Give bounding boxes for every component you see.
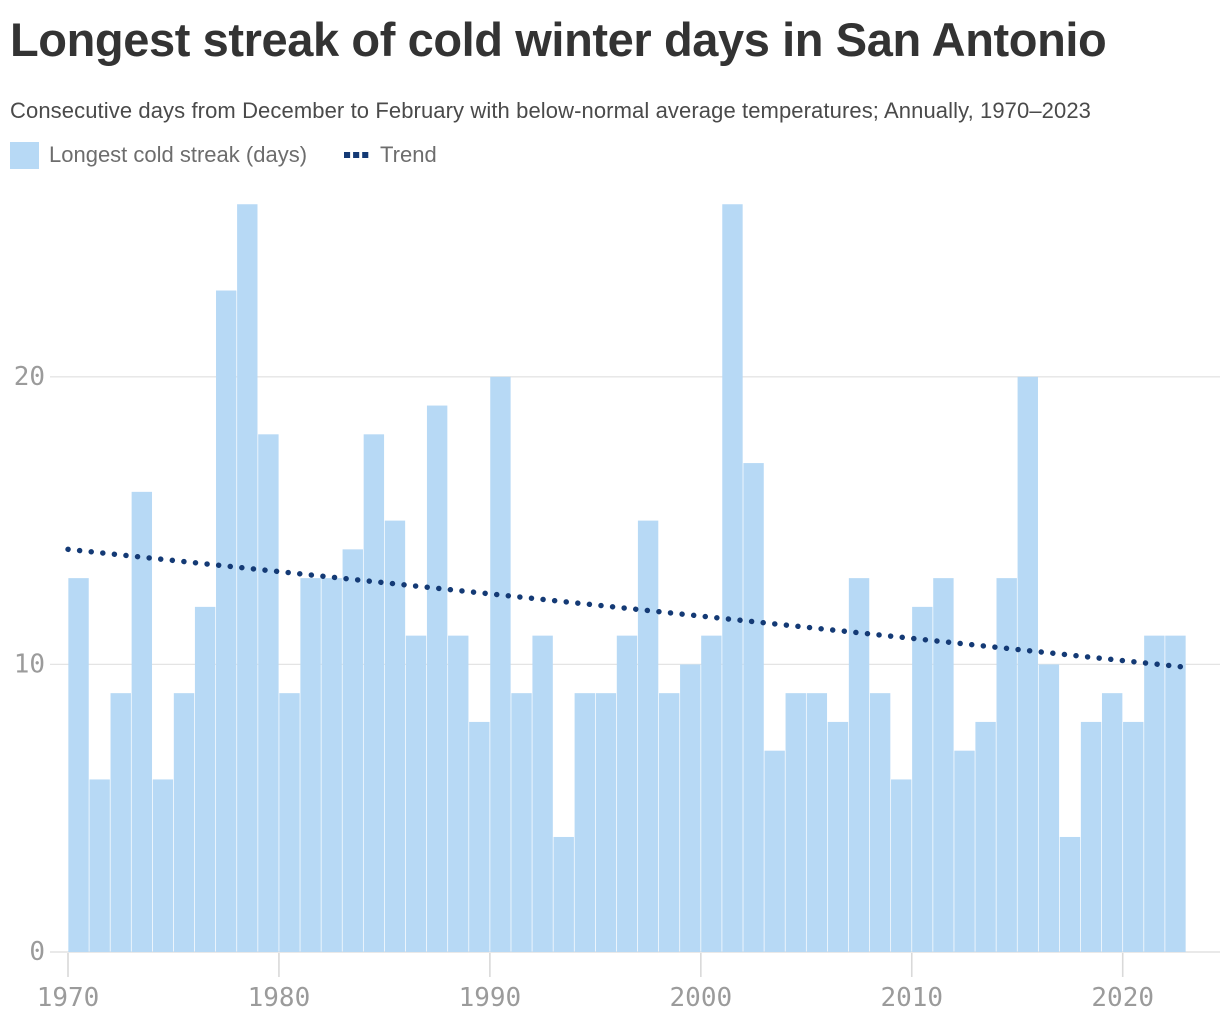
x-tick-label: 2020: [1091, 983, 1154, 1013]
legend: Longest cold streak (days) Trend: [10, 141, 1210, 169]
bar[interactable]: [848, 578, 870, 952]
bar[interactable]: [637, 520, 659, 952]
bar[interactable]: [701, 635, 722, 952]
bar[interactable]: [680, 664, 701, 952]
bar[interactable]: [1101, 693, 1123, 952]
bar[interactable]: [616, 635, 638, 952]
bar[interactable]: [511, 693, 532, 952]
y-tick-label: 20: [14, 362, 45, 392]
bar[interactable]: [426, 405, 448, 952]
bar[interactable]: [131, 491, 153, 952]
bar[interactable]: [258, 434, 279, 952]
bar[interactable]: [975, 721, 996, 952]
bar[interactable]: [933, 578, 954, 952]
x-tick-label: 2010: [880, 983, 943, 1013]
bar[interactable]: [785, 693, 806, 952]
bar[interactable]: [1080, 721, 1102, 952]
y-tick-label: 0: [29, 937, 45, 967]
bar[interactable]: [806, 693, 828, 952]
bar[interactable]: [954, 750, 975, 952]
bar[interactable]: [68, 578, 89, 952]
x-tick-label: 2000: [670, 983, 733, 1013]
legend-item-trend: Trend: [343, 142, 437, 168]
y-tick-label: 10: [14, 649, 45, 679]
bar[interactable]: [1038, 664, 1060, 952]
bar[interactable]: [279, 693, 300, 952]
bar[interactable]: [574, 693, 595, 952]
bar[interactable]: [448, 635, 469, 952]
bar[interactable]: [384, 520, 406, 952]
bar[interactable]: [722, 204, 743, 953]
bar[interactable]: [764, 750, 785, 952]
bar[interactable]: [321, 578, 342, 952]
dotted-trend-icon: [344, 152, 372, 159]
bar[interactable]: [469, 721, 490, 952]
bar[interactable]: [1165, 635, 1186, 952]
trend-line: [65, 546, 1189, 670]
bar[interactable]: [300, 578, 321, 952]
legend-item-bars: Longest cold streak (days): [10, 141, 308, 169]
chart-header: Longest streak of cold winter days in Sa…: [0, 0, 1220, 169]
legend-bar-swatch: [10, 141, 39, 169]
x-tick-label: 1980: [248, 983, 311, 1013]
bar[interactable]: [658, 693, 680, 952]
legend-label-bars: Longest cold streak (days): [49, 142, 308, 168]
bar[interactable]: [1123, 721, 1144, 952]
x-tick-label: 1990: [459, 983, 522, 1013]
bar[interactable]: [996, 578, 1017, 952]
bar[interactable]: [194, 606, 216, 952]
bar[interactable]: [532, 635, 553, 952]
bar[interactable]: [237, 204, 258, 953]
bar[interactable]: [553, 836, 574, 952]
legend-label-trend: Trend: [380, 142, 437, 168]
bar[interactable]: [216, 290, 237, 952]
chart-title: Longest streak of cold winter days in Sa…: [10, 13, 1107, 66]
bar[interactable]: [1059, 836, 1081, 952]
bar[interactable]: [912, 606, 933, 952]
bars-group: [68, 204, 1186, 953]
bar[interactable]: [89, 779, 110, 952]
bar[interactable]: [110, 693, 131, 952]
bar[interactable]: [595, 693, 617, 952]
bar[interactable]: [363, 434, 385, 952]
bar[interactable]: [152, 779, 174, 952]
bar[interactable]: [827, 721, 849, 952]
bar[interactable]: [405, 635, 427, 952]
bar[interactable]: [490, 376, 511, 952]
bar[interactable]: [342, 549, 363, 952]
chart-subtitle: Consecutive days from December to Februa…: [10, 97, 1092, 123]
x-tick-label: 1970: [37, 983, 100, 1013]
bar[interactable]: [743, 463, 764, 952]
bar[interactable]: [1017, 376, 1038, 952]
bar[interactable]: [173, 693, 195, 952]
bar[interactable]: [891, 779, 912, 952]
bar[interactable]: [1144, 635, 1165, 952]
bar[interactable]: [869, 693, 891, 952]
